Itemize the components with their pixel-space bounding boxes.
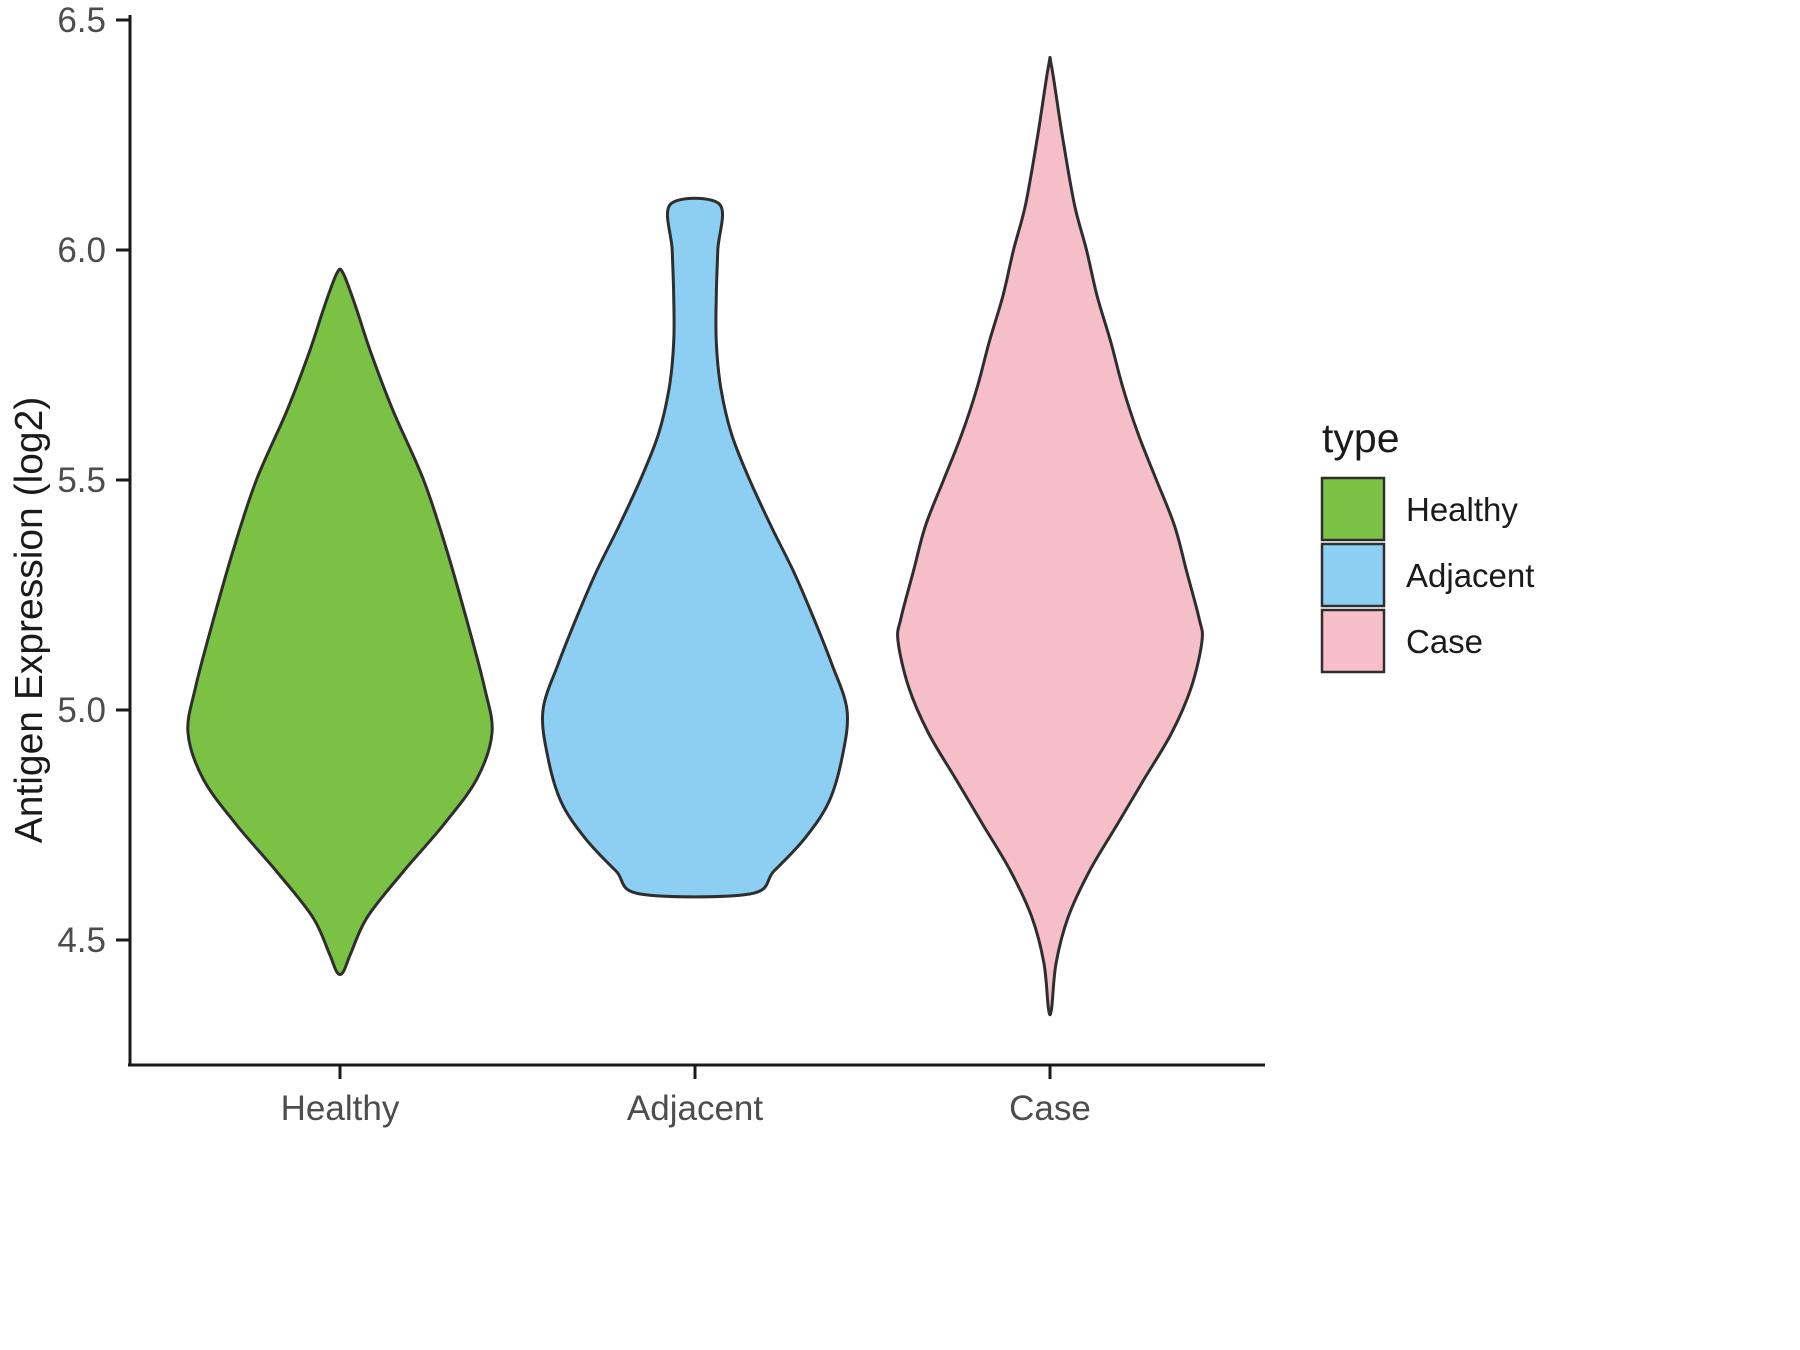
y-tick-label: 6.5 [57,1,106,40]
y-axis-title: Antigen Expression (log2) [8,397,51,844]
legend-label-adjacent: Adjacent [1406,557,1534,594]
legend-title: type [1322,415,1400,461]
x-tick-label: Adjacent [627,1089,763,1128]
y-tick-label: 5.0 [57,691,106,730]
y-tick-label: 5.5 [57,461,106,500]
x-axis: Healthy Adjacent Case [281,1065,1091,1128]
legend-swatch-healthy [1320,476,1386,542]
y-tick-label: 4.5 [57,921,106,960]
x-tick-label: Case [1009,1089,1091,1128]
y-axis: 4.5 5.0 5.5 6.0 6.5 [57,1,130,960]
legend-swatch-case [1320,608,1386,674]
violin-adjacent [541,196,849,899]
y-tick-label: 6.0 [57,231,106,270]
legend: type Healthy Adjacent Case [1320,415,1534,674]
violins-group [186,55,1204,1017]
violin-case [896,55,1204,1017]
legend-swatch-adjacent [1320,542,1386,608]
x-tick-label: Healthy [281,1089,400,1128]
violin-healthy [186,267,494,976]
legend-entries: Healthy Adjacent Case [1320,476,1534,674]
legend-label-healthy: Healthy [1406,491,1518,528]
legend-label-case: Case [1406,623,1483,660]
